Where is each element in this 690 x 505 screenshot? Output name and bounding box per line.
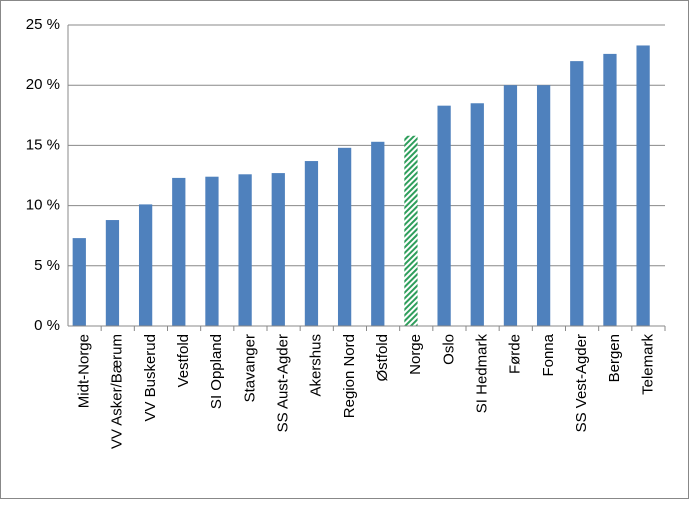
bar xyxy=(371,141,385,326)
bar xyxy=(72,238,86,326)
x-tick-label: Midt-Norge xyxy=(76,334,93,408)
x-tick-label: Førde xyxy=(507,334,524,374)
bar xyxy=(536,85,551,326)
bar xyxy=(636,45,650,327)
x-tick-label: Akershus xyxy=(308,334,325,397)
bar xyxy=(570,61,584,327)
y-tick-label: 10 % xyxy=(26,197,60,214)
x-tick-label: SS Aust-Agder xyxy=(275,334,292,432)
bar xyxy=(470,103,484,326)
bar xyxy=(205,176,219,326)
x-tick-label: Bergen xyxy=(606,334,623,382)
x-tick-label: SI Hedmark xyxy=(474,334,491,414)
bar xyxy=(437,105,451,326)
bar xyxy=(172,177,186,326)
y-tick-label: 0 % xyxy=(34,317,60,334)
bar xyxy=(271,173,285,326)
x-tick-label: Fonna xyxy=(540,333,557,376)
x-tick-label: Stavanger xyxy=(241,334,258,402)
bar xyxy=(404,135,418,326)
bar xyxy=(238,174,252,326)
y-tick-label: 15 % xyxy=(26,136,60,153)
x-tick-label: Telemark xyxy=(639,334,656,395)
x-tick-label: Oslo xyxy=(440,334,457,365)
y-tick-label: 20 % xyxy=(26,76,60,93)
bar xyxy=(603,53,617,327)
bar xyxy=(105,220,120,326)
x-tick-label: VV Buskerud xyxy=(142,334,159,422)
x-tick-label: SI Oppland xyxy=(208,334,225,409)
bar xyxy=(138,204,153,326)
x-tick-label: Vestfold xyxy=(175,334,192,387)
x-tick-label: Region Nord xyxy=(341,334,358,418)
x-tick-label: Østfold xyxy=(374,334,391,382)
x-tick-label: SS Vest-Agder xyxy=(573,334,590,432)
bar xyxy=(337,147,352,326)
x-tick-label: Norge xyxy=(407,334,424,375)
x-tick-label: VV Asker/Bærum xyxy=(109,334,126,449)
y-tick-label: 25 % xyxy=(26,16,60,33)
y-tick-label: 5 % xyxy=(34,257,60,274)
bar xyxy=(304,161,319,326)
bar xyxy=(503,85,518,326)
